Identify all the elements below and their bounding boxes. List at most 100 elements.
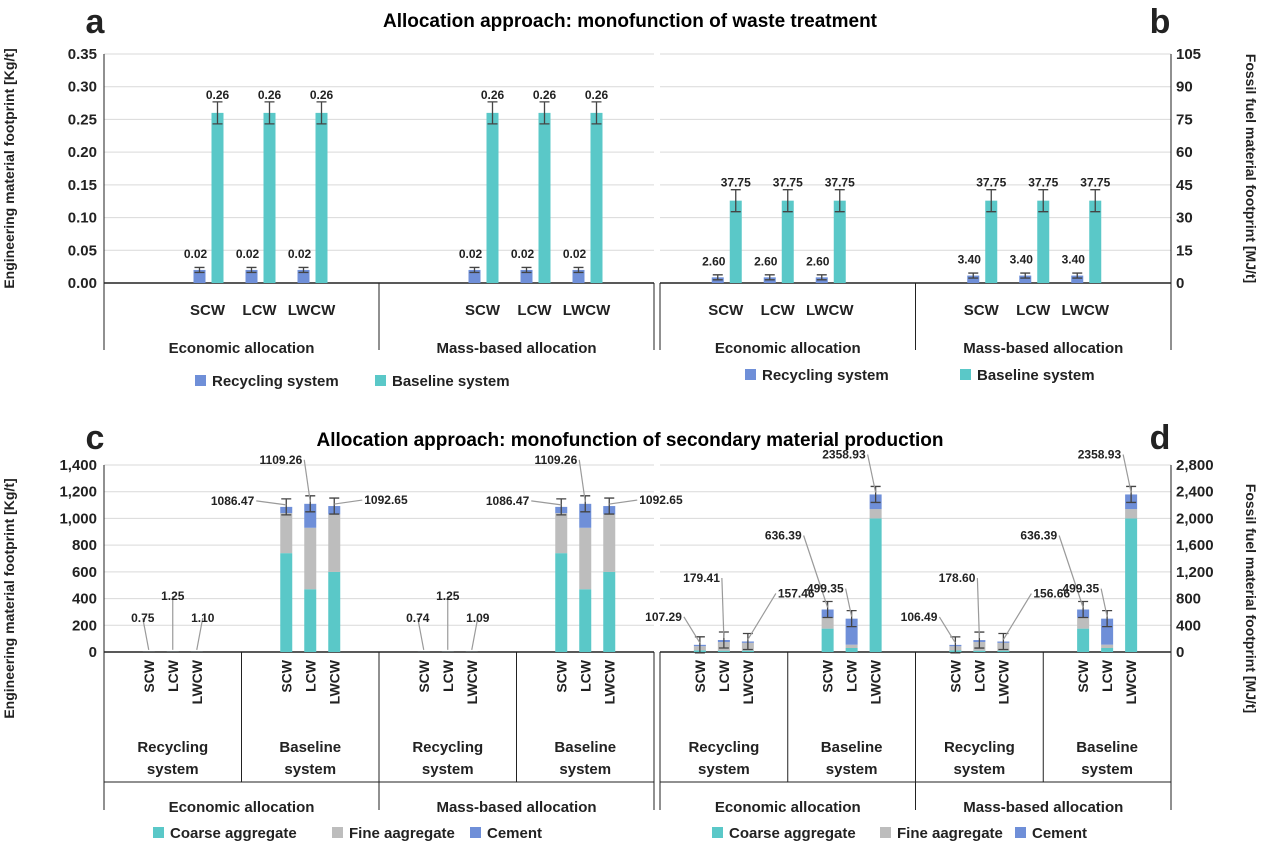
bar-baseline — [1037, 200, 1050, 283]
total-label: 1109.26 — [535, 453, 578, 467]
total-label: 1086.47 — [486, 494, 530, 508]
y-tick-label: 105 — [1176, 46, 1201, 63]
subgroup-label-line: Baseline — [821, 739, 883, 756]
data-label: 0.26 — [481, 88, 505, 102]
leader-line — [1002, 593, 1032, 640]
error-bar — [1126, 485, 1137, 504]
y-tick-label: 15 — [1176, 242, 1193, 259]
legend-swatch — [470, 827, 481, 838]
subgroup-label-line: Baseline — [279, 739, 341, 756]
y-tick-label: 600 — [72, 564, 97, 581]
bar-segment-fine — [869, 509, 882, 519]
y-tick-label: 0 — [1176, 275, 1184, 292]
legend-swatch — [712, 827, 723, 838]
bar-baseline — [486, 112, 499, 283]
leader-line — [976, 578, 980, 639]
y-tick-label: 1,400 — [59, 457, 97, 474]
category-label: LWCW — [806, 302, 854, 319]
bar-segment-fine — [280, 513, 293, 554]
category-label: LCW — [1016, 302, 1051, 319]
total-label: 1.25 — [436, 589, 460, 603]
error-bar — [556, 498, 567, 516]
y-tick-label: 200 — [72, 617, 97, 634]
bar-segment-coarse — [328, 571, 341, 652]
y-tick-label: 0.30 — [68, 79, 97, 96]
panel-letter: a — [86, 3, 106, 41]
category-label: SCW — [553, 659, 569, 692]
data-label: 37.75 — [1028, 176, 1058, 190]
bar-segment-fine — [1125, 509, 1138, 519]
subgroup-label-line: system — [284, 761, 336, 778]
legend-label: Cement — [1032, 825, 1087, 842]
leader-line — [609, 499, 638, 505]
total-label: 106.49 — [901, 610, 938, 624]
bar-segment-coarse — [717, 650, 730, 652]
bar-segment-coarse — [973, 650, 986, 652]
leader-line — [938, 616, 956, 644]
group-label: Economic allocation — [715, 340, 861, 357]
category-label: SCW — [141, 659, 157, 692]
bar-segment-fine — [579, 527, 592, 590]
subgroup-label: Recycling system — [137, 739, 208, 778]
legend-label: Baseline system — [392, 373, 510, 390]
data-label: 2.60 — [754, 254, 778, 268]
subgroup-label-line: system — [954, 761, 1006, 778]
bar-segment-coarse — [555, 553, 568, 652]
y-tick-label: 0.20 — [68, 144, 97, 161]
category-label: SCW — [465, 302, 501, 319]
error-bar — [573, 266, 584, 274]
panel-c: c 0 200 400 600 800 1,000 1,200 1,400 Engineering… — [1, 419, 683, 842]
group-label: Economic allocation — [169, 799, 315, 816]
leader-line — [1058, 535, 1084, 608]
category-label: SCW — [416, 659, 432, 692]
total-label: 1092.65 — [639, 493, 683, 507]
subgroup-label: Recycling system — [688, 739, 759, 778]
leader-line — [256, 500, 287, 506]
category-label: LWCW — [189, 659, 205, 704]
category-label: SCW — [1075, 659, 1091, 692]
y-axis-title: Engineering material footprint [Kg/t] — [1, 48, 17, 288]
bar-segment-cement — [845, 618, 858, 645]
bar-segment-coarse — [280, 553, 293, 652]
subgroup-label-line: Recycling — [944, 739, 1015, 756]
error-bar — [521, 266, 532, 274]
total-label: 0.75 — [131, 611, 155, 625]
bar-segment-fine — [603, 514, 616, 572]
error-bar — [604, 497, 615, 515]
y-tick-label: 1,200 — [1176, 564, 1214, 581]
legend-label: Fine aagregate — [897, 825, 1003, 842]
y-tick-label: 0.10 — [68, 210, 97, 227]
error-bar — [1078, 600, 1089, 619]
panel-letter: b — [1150, 3, 1171, 41]
category-label: LCW — [844, 659, 860, 692]
bar-segment-fine — [821, 617, 834, 629]
y-tick-label: 90 — [1176, 79, 1193, 96]
legend-swatch — [195, 375, 206, 386]
bar-baseline — [833, 200, 846, 283]
bar-recycling — [1019, 275, 1032, 283]
category-label: LCW — [761, 302, 796, 319]
data-label: 0.26 — [258, 88, 282, 102]
y-tick-label: 30 — [1176, 210, 1193, 227]
error-bar — [194, 266, 205, 274]
leader-line — [1100, 588, 1108, 617]
error-bar — [539, 101, 550, 125]
panel-letter: d — [1150, 419, 1171, 457]
total-label: 2358.93 — [1078, 447, 1122, 461]
data-label: 0.02 — [184, 247, 208, 261]
y-tick-label: 2,400 — [1176, 484, 1214, 501]
error-bar — [870, 485, 881, 504]
bar-baseline — [315, 112, 328, 283]
subgroup-label: Recycling system — [944, 739, 1015, 778]
data-label: 0.26 — [310, 88, 334, 102]
error-bar — [1020, 272, 1031, 279]
error-bar — [730, 189, 741, 213]
legend-label: Recycling system — [212, 373, 339, 390]
group-label: Mass-based allocation — [963, 799, 1123, 816]
total-label: 1092.65 — [364, 493, 408, 507]
subgroup-label-line: Recycling — [412, 739, 483, 756]
y-tick-label: 0.00 — [68, 275, 97, 292]
data-label: 0.02 — [288, 247, 312, 261]
total-label: 107.29 — [645, 610, 682, 624]
bar-segment-fine — [845, 644, 858, 648]
